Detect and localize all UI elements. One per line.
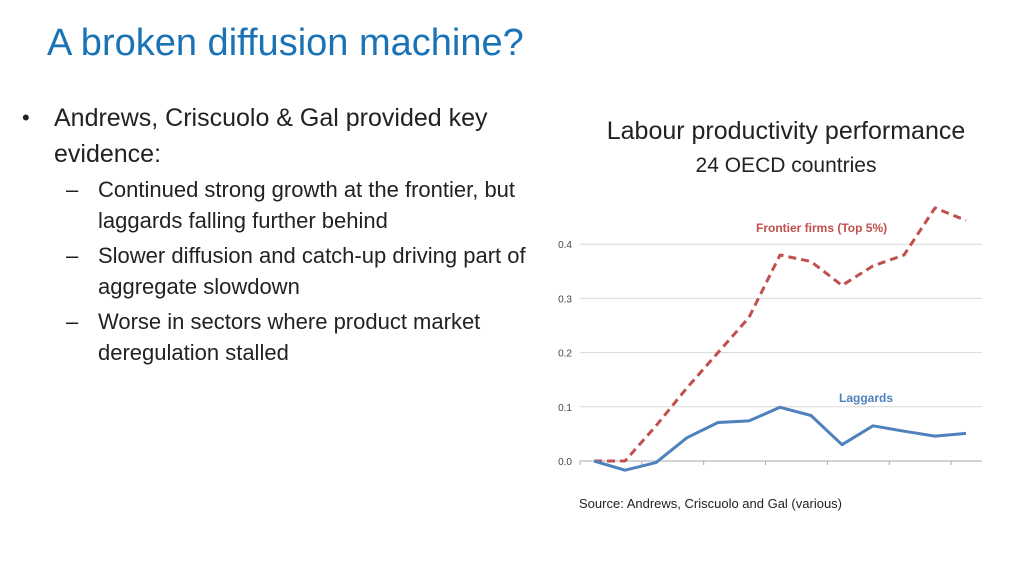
frontier-series-label: Frontier firms (Top 5%) <box>756 221 887 235</box>
y-tick-label: 0.4 <box>558 240 572 251</box>
line-chart: 0.0 0.1 0.2 0.3 0.4 Frontier firms (Top 5%) L… <box>558 206 982 472</box>
y-tick-label: 0.1 <box>558 403 572 414</box>
bullet-list: • Andrews, Criscuolo & Gal provided key … <box>22 100 552 372</box>
series-layer <box>593 206 967 472</box>
grid-layer <box>580 243 982 462</box>
bullet-main: • Andrews, Criscuolo & Gal provided key … <box>22 100 552 172</box>
sub-bullet: – Worse in sectors where product market … <box>22 306 552 368</box>
y-tick-label: 0.2 <box>558 349 572 360</box>
sub-bullet: – Continued strong growth at the frontie… <box>22 174 552 236</box>
chart-title: Labour productivity performance <box>606 117 966 145</box>
laggards-series-line <box>593 405 967 472</box>
frontier-series-line <box>594 206 967 463</box>
slide-title: A broken diffusion machine? <box>47 22 524 64</box>
sub-bullet-text: Continued strong growth at the frontier,… <box>98 177 516 233</box>
y-tick-label: 0.0 <box>558 457 572 468</box>
axis-layer: 0.0 0.1 0.2 0.3 0.4 <box>558 240 982 468</box>
sub-bullet-text: Worse in sectors where product market de… <box>98 309 481 365</box>
laggards-series-label: Laggards <box>839 391 893 405</box>
dash-icon: – <box>66 309 79 334</box>
sub-bullet-text: Slower diffusion and catch-up driving pa… <box>98 243 526 299</box>
source-note: Source: Andrews, Criscuolo and Gal (vari… <box>579 496 843 511</box>
dash-icon: – <box>66 243 79 268</box>
label-layer: Frontier firms (Top 5%) Laggards <box>756 221 893 405</box>
chart-subtitle: 24 OECD countries <box>695 154 877 177</box>
bullet-main-text: Andrews, Criscuolo & Gal provided key ev… <box>54 104 488 168</box>
sub-bullet: – Slower diffusion and catch-up driving … <box>22 240 552 302</box>
bullet-dot-icon: • <box>22 105 30 130</box>
y-tick-label: 0.3 <box>558 294 572 305</box>
dash-icon: – <box>66 177 79 202</box>
